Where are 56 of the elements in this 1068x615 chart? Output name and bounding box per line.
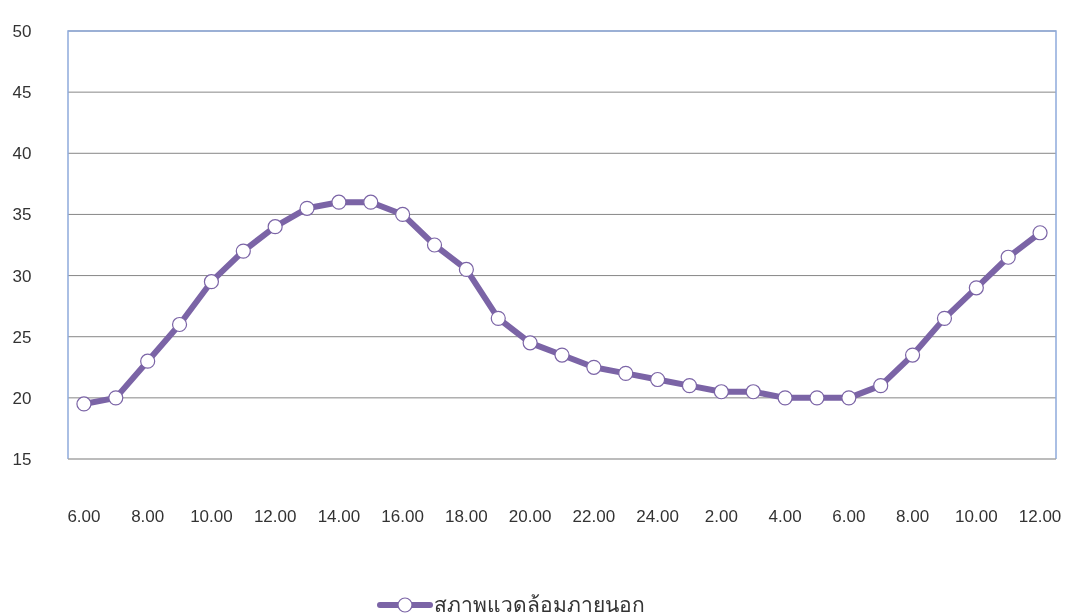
- x-tick-label: 10.00: [190, 507, 233, 526]
- y-tick-label: 50: [12, 22, 32, 41]
- point: [395, 206, 411, 223]
- point: [968, 280, 984, 296]
- y-tick-label: 25: [12, 327, 32, 347]
- point: [1032, 225, 1048, 241]
- x-tick-label: 22.00: [572, 507, 616, 526]
- point: [586, 359, 602, 375]
- x-tick-label: 10.00: [955, 507, 998, 526]
- x-tick-label: 14.00: [317, 507, 361, 526]
- x-tick-label: 2.00: [704, 507, 738, 526]
- point: [650, 371, 666, 388]
- x-tick-label: 4.00: [768, 507, 802, 526]
- point: [140, 353, 156, 369]
- y-tick-label: 40: [12, 144, 32, 164]
- point: [108, 390, 124, 406]
- x-tick-label: 24.00: [636, 507, 679, 526]
- x-tick-label: 20.00: [508, 507, 552, 526]
- point: [904, 347, 921, 363]
- y-tick-label: 45: [12, 83, 32, 103]
- y-tick-label: 20: [12, 388, 32, 408]
- point: [554, 347, 570, 363]
- point: [490, 310, 506, 326]
- x-tick-label: 6.00: [832, 507, 866, 526]
- x-tick-label: 16.00: [381, 507, 424, 526]
- point: [936, 310, 953, 326]
- point: [426, 237, 443, 253]
- x-tick-label: 6.00: [67, 507, 101, 526]
- y-tick-label: 35: [12, 205, 32, 225]
- point: [299, 200, 315, 216]
- y-tick-label: 15: [12, 450, 32, 469]
- point: [171, 316, 188, 333]
- point: [331, 194, 347, 210]
- legend-label: สภาพแวดล้อมภายนอก: [434, 593, 645, 615]
- point: [745, 384, 761, 400]
- point: [1000, 249, 1016, 265]
- x-tick-label: 12.00: [1018, 507, 1062, 526]
- point: [76, 396, 92, 412]
- point: [681, 378, 698, 394]
- point: [458, 261, 474, 278]
- x-tick-label: 18.00: [445, 507, 488, 526]
- point: [841, 390, 857, 406]
- point: [267, 219, 283, 235]
- point: [809, 390, 825, 406]
- point: [713, 384, 729, 400]
- x-tick-label: 8.00: [896, 507, 930, 526]
- point: [203, 274, 220, 290]
- y-tick-label: 30: [12, 266, 32, 286]
- point: [873, 378, 889, 394]
- point: [522, 335, 538, 351]
- point: [363, 194, 379, 210]
- point: [618, 365, 634, 381]
- x-tick-label: 8.00: [131, 507, 165, 526]
- point: [235, 243, 251, 259]
- point: [777, 390, 793, 406]
- x-tick-label: 12.00: [253, 507, 297, 526]
